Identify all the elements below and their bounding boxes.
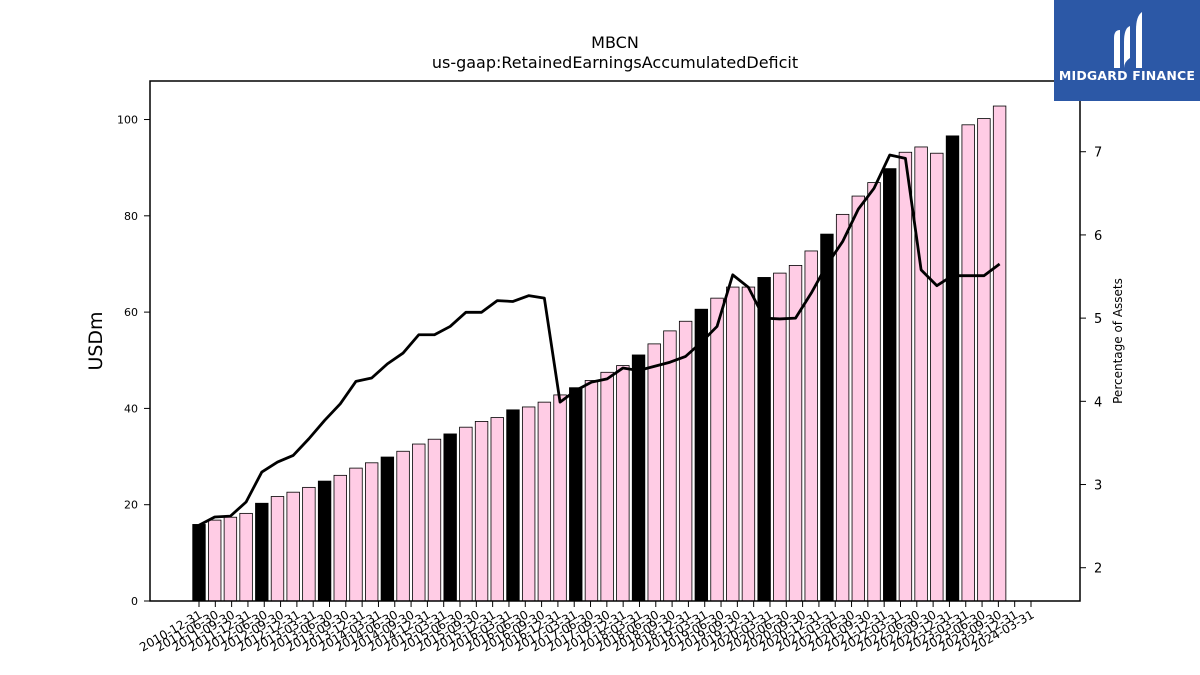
- bar: [396, 450, 410, 602]
- y-tick-label: 40: [124, 402, 138, 415]
- chart-title: MBCN: [591, 33, 639, 52]
- bar-series: [192, 105, 1007, 602]
- bar: [412, 443, 426, 602]
- bar: [710, 297, 724, 602]
- y2-tick-label: 6: [1094, 229, 1102, 244]
- bar: [835, 213, 850, 602]
- bar: [192, 524, 206, 602]
- y-tick-label: 60: [124, 306, 138, 319]
- bar: [459, 426, 473, 602]
- y2-tick-label: 4: [1094, 395, 1102, 410]
- y-axis-left: 0 20 40 60 80 100: [117, 114, 150, 608]
- midgard-finance-logo: MIDGARD FINANCE: [1054, 0, 1200, 101]
- bar: [569, 387, 583, 602]
- bar: [333, 474, 347, 602]
- bar: [741, 286, 756, 602]
- y-tick-label: 80: [124, 210, 138, 223]
- bar: [474, 421, 489, 602]
- bar: [349, 467, 363, 602]
- bar: [302, 486, 316, 602]
- bar: [506, 409, 520, 602]
- bar: [600, 371, 614, 602]
- bar: [883, 168, 897, 602]
- y2-axis-label: Percentage of Assets: [1111, 278, 1125, 404]
- y2-tick-label: 7: [1094, 146, 1102, 161]
- bar: [647, 343, 661, 602]
- y2-tick-label: 2: [1094, 562, 1102, 577]
- bar: [616, 365, 630, 602]
- logo-text: MIDGARD FINANCE: [1058, 68, 1196, 83]
- y2-tick-label: 5: [1094, 312, 1102, 327]
- bar: [726, 286, 740, 602]
- percentage-line: [198, 153, 1001, 527]
- bar: [804, 250, 818, 602]
- bar: [239, 512, 253, 602]
- bar: [851, 195, 865, 602]
- y-axis-label: USDm: [85, 311, 107, 370]
- bar: [208, 519, 222, 602]
- bar: [364, 462, 379, 602]
- bar: [977, 118, 991, 602]
- bar: [898, 151, 913, 602]
- x-axis: 2010-12-312011-06-302011-09-302011-12-31…: [137, 601, 1037, 654]
- bar: [380, 456, 395, 602]
- bar: [961, 124, 975, 602]
- y-tick-label: 20: [124, 499, 138, 512]
- bar: [223, 516, 238, 602]
- logo-mark-icon: [1114, 12, 1142, 68]
- bar: [490, 417, 504, 602]
- bar: [930, 152, 944, 602]
- bar: [820, 233, 834, 602]
- bar: [584, 380, 599, 602]
- bar: [270, 496, 285, 602]
- line-series: [198, 153, 1001, 527]
- bar: [631, 354, 646, 602]
- plot-frame: [149, 80, 1081, 602]
- bar: [663, 330, 677, 602]
- bar: [427, 438, 442, 602]
- bar: [553, 394, 567, 602]
- bar: [286, 491, 300, 602]
- bar: [914, 146, 928, 602]
- y2-tick-label: 3: [1094, 479, 1102, 494]
- bar: [521, 406, 536, 602]
- y-tick-label: 100: [117, 114, 138, 127]
- bar: [678, 320, 693, 602]
- bar: [443, 433, 457, 602]
- y-axis-right: 2 3 4 5 6 7: [1080, 146, 1102, 577]
- bar: [694, 308, 709, 602]
- y-tick-label: 0: [131, 595, 138, 608]
- bar: [757, 277, 771, 602]
- bar: [945, 135, 960, 602]
- bar: [867, 182, 881, 602]
- chart-subtitle: us-gaap:RetainedEarningsAccumulatedDefic…: [432, 53, 798, 72]
- bar: [255, 502, 269, 602]
- bar: [537, 401, 552, 602]
- bar: [317, 480, 332, 602]
- bar: [992, 105, 1007, 602]
- bar: [773, 272, 787, 602]
